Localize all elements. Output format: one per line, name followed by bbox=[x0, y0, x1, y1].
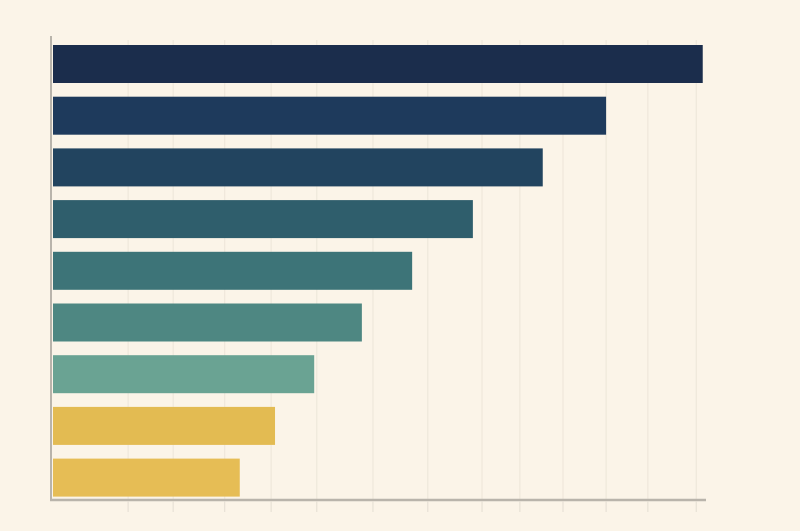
x-ticks bbox=[127, 501, 697, 512]
bar-9 bbox=[53, 458, 240, 497]
bar-8 bbox=[53, 406, 276, 445]
bars bbox=[53, 45, 703, 497]
bar-2 bbox=[53, 96, 607, 135]
bar-1 bbox=[53, 45, 703, 83]
bar-7 bbox=[53, 355, 315, 394]
bar-6 bbox=[53, 303, 362, 342]
bar-4 bbox=[53, 200, 473, 239]
bar-3 bbox=[53, 148, 543, 187]
bar-5 bbox=[53, 251, 413, 290]
